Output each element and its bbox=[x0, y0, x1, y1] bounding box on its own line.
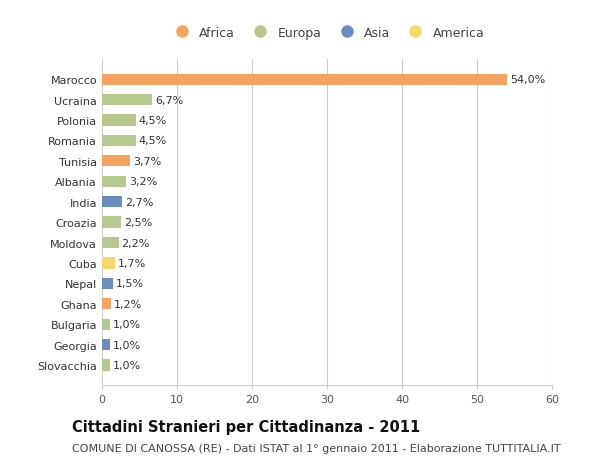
Bar bbox=[102, 258, 115, 269]
Text: 54,0%: 54,0% bbox=[510, 75, 545, 85]
Text: 2,7%: 2,7% bbox=[125, 197, 154, 207]
Text: 2,5%: 2,5% bbox=[124, 218, 152, 228]
Text: 1,0%: 1,0% bbox=[113, 319, 140, 330]
Bar bbox=[102, 359, 110, 371]
Bar bbox=[102, 95, 152, 106]
Text: 1,7%: 1,7% bbox=[118, 258, 146, 269]
Bar bbox=[102, 298, 111, 310]
Bar bbox=[102, 196, 122, 208]
Text: 1,0%: 1,0% bbox=[113, 360, 140, 370]
Bar bbox=[102, 278, 113, 289]
Text: Cittadini Stranieri per Cittadinanza - 2011: Cittadini Stranieri per Cittadinanza - 2… bbox=[72, 419, 420, 434]
Text: 3,2%: 3,2% bbox=[129, 177, 157, 187]
Bar bbox=[102, 74, 507, 86]
Bar bbox=[102, 217, 121, 228]
Text: 4,5%: 4,5% bbox=[139, 116, 167, 126]
Text: 2,2%: 2,2% bbox=[122, 238, 150, 248]
Legend: Africa, Europa, Asia, America: Africa, Europa, Asia, America bbox=[169, 27, 485, 40]
Text: 6,7%: 6,7% bbox=[155, 95, 184, 106]
Text: 4,5%: 4,5% bbox=[139, 136, 167, 146]
Bar bbox=[102, 319, 110, 330]
Bar bbox=[102, 135, 136, 147]
Text: 1,5%: 1,5% bbox=[116, 279, 145, 289]
Bar bbox=[102, 156, 130, 167]
Text: 1,2%: 1,2% bbox=[114, 299, 142, 309]
Text: COMUNE DI CANOSSA (RE) - Dati ISTAT al 1° gennaio 2011 - Elaborazione TUTTITALIA: COMUNE DI CANOSSA (RE) - Dati ISTAT al 1… bbox=[72, 443, 560, 453]
Text: 3,7%: 3,7% bbox=[133, 157, 161, 167]
Bar bbox=[102, 115, 136, 126]
Text: 1,0%: 1,0% bbox=[113, 340, 140, 350]
Bar bbox=[102, 339, 110, 350]
Bar bbox=[102, 237, 119, 249]
Bar bbox=[102, 176, 126, 187]
